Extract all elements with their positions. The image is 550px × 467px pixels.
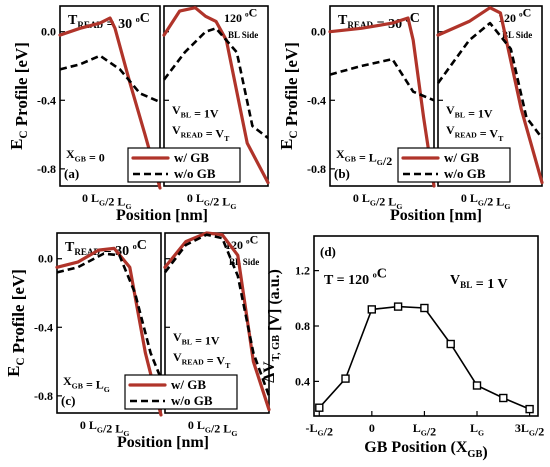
curve-with-gb-120c (436, 6, 544, 185)
xgb-label: XGB = 0 (66, 147, 105, 165)
y-tick-label: 0.0 (41, 25, 56, 39)
curve-with-gb-120c (162, 6, 270, 185)
temp-label-120c: 120 oC (224, 6, 257, 25)
curve-without-gb-30c (329, 57, 435, 102)
curve-without-gb-30c (59, 54, 161, 104)
dvt-point (499, 393, 508, 403)
dvt-series-line (318, 305, 530, 410)
panel-letter: (a) (64, 166, 79, 181)
y-tick-label: -0.4 (37, 93, 56, 107)
subplot-30c-frame (329, 5, 435, 187)
y-tick-label: 0.4 (295, 374, 310, 388)
dvt-point (341, 374, 350, 383)
y-tick-label: -0.4 (34, 320, 53, 334)
vread-label: VREAD = VT (172, 123, 230, 143)
vbl-label: VBL = 1V (446, 103, 493, 121)
vbl-label: VBL = 1V (172, 103, 219, 121)
curve-without-gb-120c (163, 233, 271, 397)
x-tick-label: -LG/2 (306, 421, 333, 439)
dvt-point (446, 339, 455, 349)
curve-without-gb-120c (162, 26, 269, 140)
vread-label: VREAD = VT (446, 123, 504, 143)
temp-label: T = 120 oC (324, 267, 387, 288)
vbl-label: VBL = 1 V (450, 273, 508, 292)
panel-letter: (c) (61, 393, 75, 408)
y-tick-label: -0.4 (307, 93, 326, 107)
subplot-30c-frame (56, 232, 162, 414)
x-axis-label: Position [nm] (117, 434, 209, 451)
x-tick-label: LG (470, 421, 484, 438)
xgb-label: XGB = LG (63, 374, 110, 394)
y-tick-label: -0.8 (37, 162, 56, 176)
bl-side-label: BL Side (229, 257, 259, 267)
xgb-label: XGB = LG/2 (336, 147, 392, 168)
panels-root: 0.0 -0.4 -0.8 EC Profile [eV] 0 LG/2 LG 0 LG/… (4, 5, 544, 461)
y-axis-label: EC Profile [eV] (7, 42, 31, 150)
y-tick-label: 1.2 (295, 264, 310, 278)
y-axis-label: ΔVT, GB [V] (a.u.) (261, 269, 283, 383)
dvt-point (525, 404, 534, 414)
legend-label-nogb: w/o GB (171, 393, 213, 408)
legend-label-gb: w/ GB (174, 150, 209, 165)
dvt-point (472, 381, 482, 390)
bl-side-label: BL Side (228, 30, 258, 40)
subplot-120c-frame (163, 5, 269, 187)
dvt-point (315, 403, 324, 412)
curve-with-gb-30c (58, 16, 162, 190)
legend (124, 374, 238, 410)
subplot-30c-frame (59, 5, 161, 187)
x-tick-labels: 0 LG/2 LG (187, 191, 237, 211)
x-tick-labels: 0 LG/2 LG (188, 418, 238, 438)
x-axis-label: Position [nm] (116, 207, 208, 224)
curve-without-gb-30c (56, 252, 163, 380)
legend (397, 147, 511, 183)
panel-letter: (b) (334, 166, 350, 181)
temp-label-120c: 120 oC (225, 233, 258, 252)
subplot-120c-frame (437, 5, 543, 187)
panel-letter: (d) (320, 244, 336, 259)
panel-b: 0.0 -0.4 -0.8 EC Profile [eV] 0 LG/2 LG 0 LG/… (277, 5, 544, 224)
vread-label: VREAD = VT (173, 350, 231, 370)
dvt-point (420, 303, 429, 313)
legend-label-nogb: w/o GB (174, 166, 216, 181)
curve-without-gb-120c (436, 21, 544, 139)
panel-d: 1.2 0.8 0.4 -LG/2 0 LG/2 LG 3LG/2 ΔVT, GB [V] (a… (261, 235, 544, 461)
x-tick-label: 3LG/2 (515, 421, 544, 439)
x-tick-labels: 0 LG/2 LG (461, 191, 511, 211)
y-axis-label: EC Profile [eV] (277, 42, 301, 150)
bl-side-label: BL Side (502, 30, 532, 40)
panel-d-frame (313, 235, 539, 417)
x-tick-label: LG/2 (413, 421, 436, 439)
y-tick-label: -0.8 (34, 389, 53, 403)
curve-with-gb-30c (328, 16, 436, 188)
x-axis-label: GB Position (XGB) (364, 439, 487, 461)
y-tick-label: -0.8 (307, 162, 326, 176)
x-tick-labels: 0 LG/2 LG (82, 191, 132, 211)
panel-c: 0.0 -0.4 -0.8 EC Profile [eV] 0 LG/2 LG 0 LG/… (4, 231, 271, 451)
x-tick-labels: 0 LG/2 LG (353, 191, 403, 211)
curve-with-gb-120c (163, 231, 271, 412)
legend-label-nogb: w/o GB (444, 166, 486, 181)
x-tick-labels: 0 LG/2 LG (80, 418, 130, 438)
legend (127, 147, 241, 183)
legend-label-gb: w/ GB (171, 377, 206, 392)
panel-a: 0.0 -0.4 -0.8 EC Profile [eV] 0 LG/2 LG 0 LG/… (7, 5, 270, 224)
vbl-label: VBL = 1V (173, 330, 220, 348)
y-axis-label: EC Profile [eV] (4, 269, 28, 377)
legend-label-gb: w/ GB (444, 150, 479, 165)
y-tick-label: 0.0 (38, 252, 53, 266)
x-axis-label: Position [nm] (390, 207, 482, 224)
y-tick-label: 0.0 (311, 25, 326, 39)
curve-with-gb-30c (55, 246, 163, 417)
x-tick-label: 0 (369, 421, 375, 435)
dvt-point (367, 305, 376, 314)
dvt-point (393, 302, 403, 311)
y-tick-label: 0.8 (295, 319, 310, 333)
